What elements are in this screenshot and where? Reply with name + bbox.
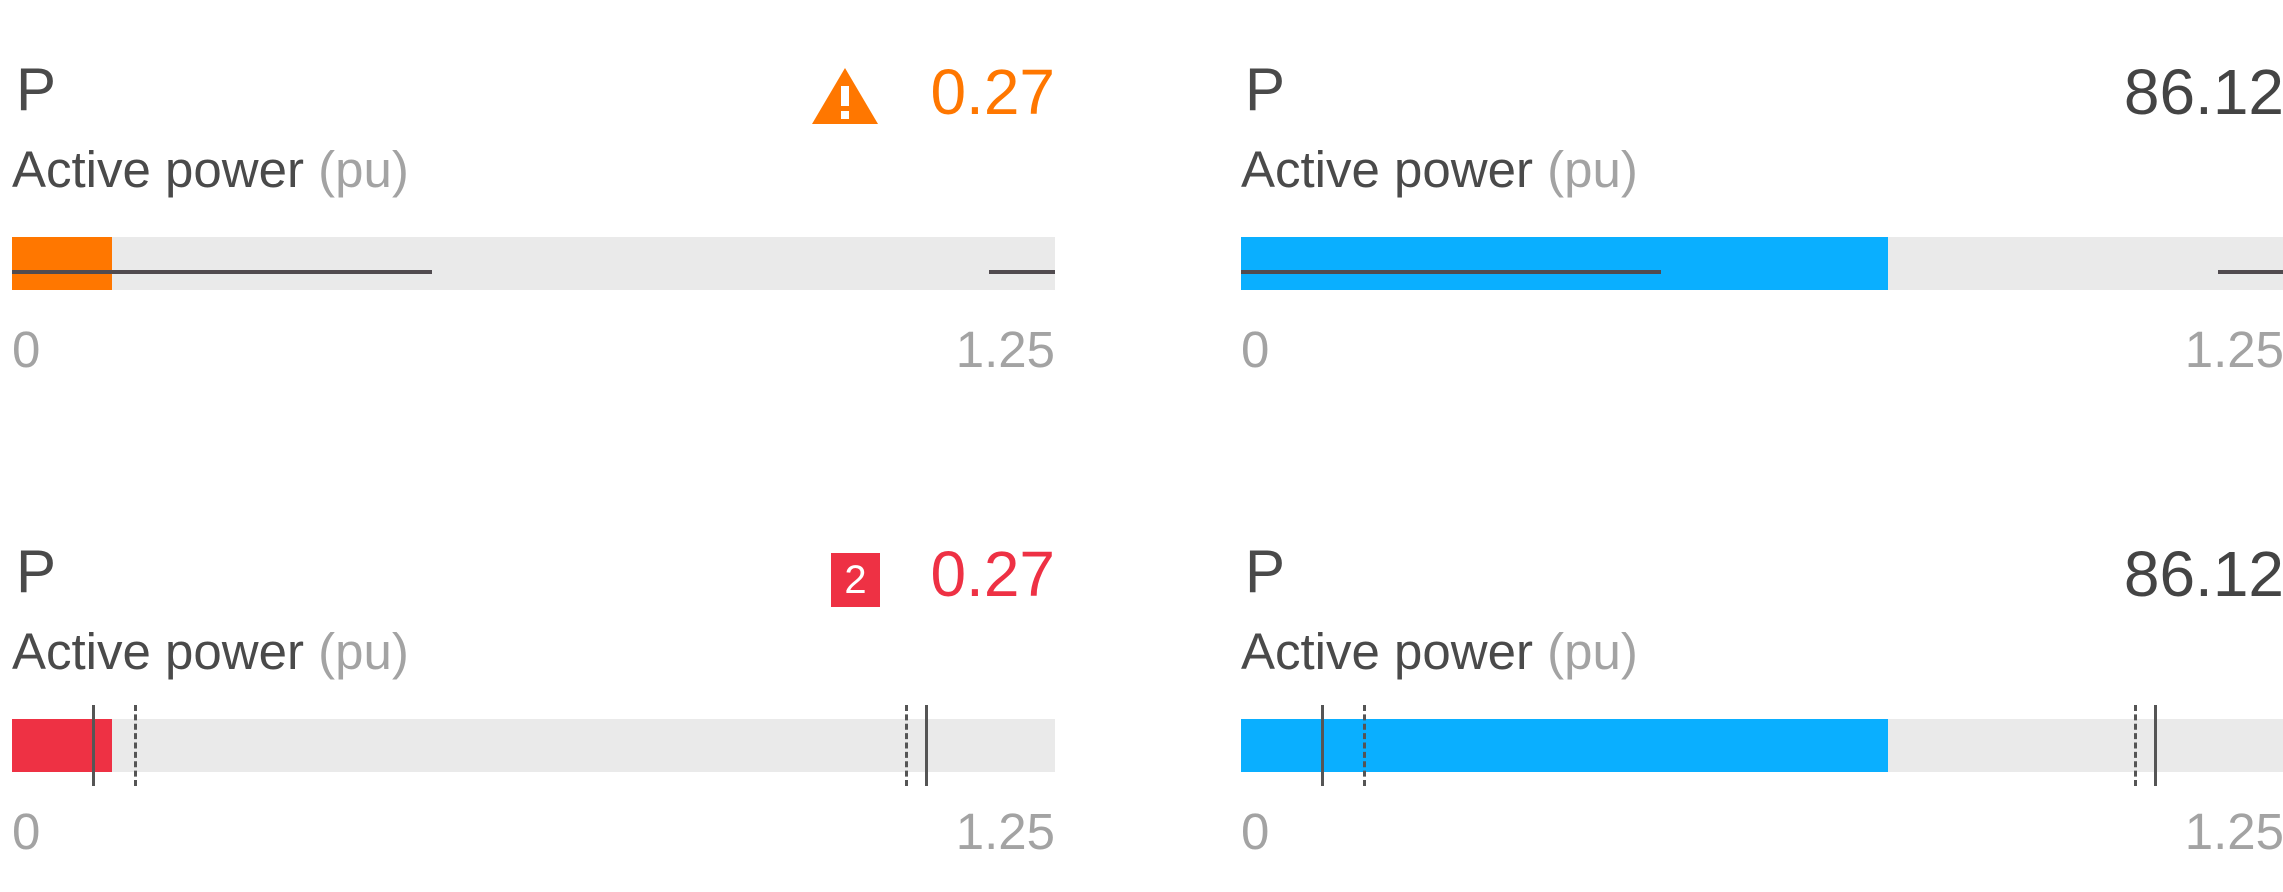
power-bar-fill [1241,237,1888,290]
unit-text: (pu) [318,623,409,680]
power-label: Active power (pu) [1241,140,1638,200]
power-bar-track [1241,237,2283,290]
power-label: Active power (pu) [12,622,409,682]
power-bar-track [1241,705,2283,786]
low-alarm-threshold [1321,705,1324,786]
power-card-normal: P 86.12 Active power (pu) 0 1.25 [1241,30,2283,410]
unit-text: (pu) [318,141,409,198]
low-warning-threshold [1363,705,1366,786]
power-label: Active power (pu) [12,140,409,200]
power-card-alarm: P 2 0.27 Active power (pu) 0 1.25 [12,512,1055,892]
quantity-symbol: P [1245,538,1286,605]
low-warning-threshold [134,705,137,786]
range-line-low [12,270,432,274]
unit-text: (pu) [1547,141,1638,198]
high-alarm-threshold [925,705,928,786]
axis-max-label: 1.25 [2184,321,2283,378]
power-value: 86.12 [2123,56,2283,128]
power-bar-fill [1241,719,1888,772]
power-card-normal-thresholds: P 86.12 Active power (pu) 0 1.25 [1241,512,2283,892]
power-value: 0.27 [930,538,1055,610]
label-text: Active power [1241,623,1533,680]
axis-min-label: 0 [1241,803,1270,860]
high-alarm-threshold [2154,705,2157,786]
label-text: Active power [12,141,304,198]
warning-triangle-icon [810,66,880,131]
label-text: Active power [1241,141,1533,198]
axis-min-label: 0 [12,803,41,860]
axis-max-label: 1.25 [955,803,1055,860]
quantity-symbol: P [16,56,57,123]
range-line-high [2218,270,2283,274]
power-value: 86.12 [2123,538,2283,610]
quantity-symbol: P [1245,56,1286,123]
axis-min-label: 0 [1241,321,1270,378]
unit-text: (pu) [1547,623,1638,680]
power-bar-fill [12,237,113,290]
axis-max-label: 1.25 [955,321,1055,378]
high-warning-threshold [905,705,908,786]
power-bar-track [12,237,1055,290]
power-bar-fill [12,719,113,772]
power-label: Active power (pu) [1241,622,1638,682]
power-card-warning: P 0.27 Active power (pu) 0 1.25 [12,30,1055,410]
alarm-count-badge: 2 [831,553,880,607]
axis-min-label: 0 [12,321,41,378]
label-text: Active power [12,623,304,680]
power-value: 0.27 [930,56,1055,128]
high-warning-threshold [2134,705,2137,786]
power-bar-track [12,705,1055,786]
axis-max-label: 1.25 [2184,803,2283,860]
low-alarm-threshold [92,705,95,786]
quantity-symbol: P [16,538,57,605]
range-line-low [1241,270,1661,274]
range-line-high [989,270,1055,274]
